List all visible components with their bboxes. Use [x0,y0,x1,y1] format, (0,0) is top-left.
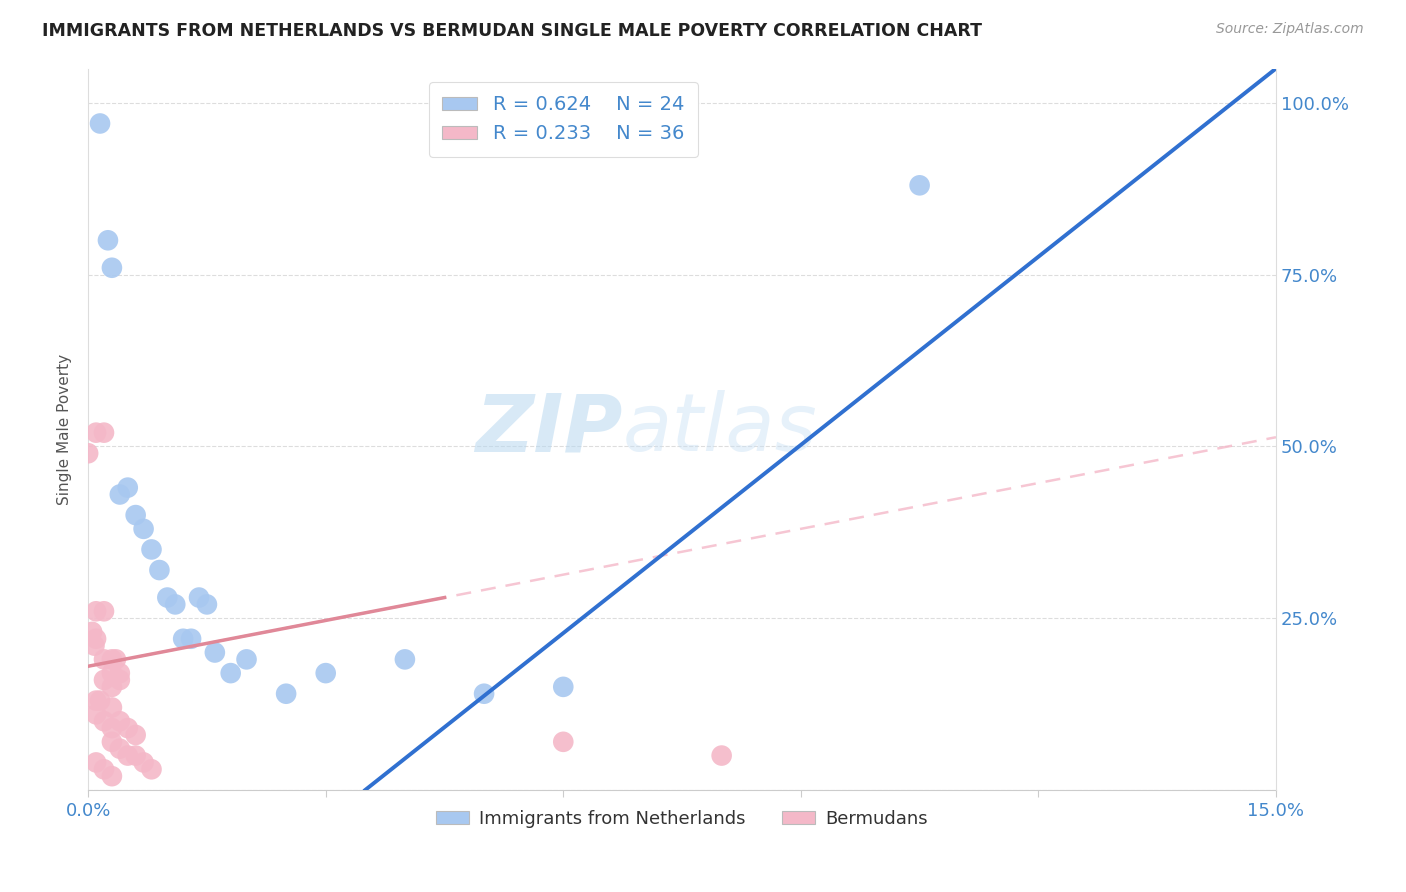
Text: ZIP: ZIP [475,390,623,468]
Point [180,632,202,646]
Point [117,748,139,763]
Point [165,598,187,612]
Point [141,542,163,557]
Point [101,735,124,749]
Point [124,508,146,522]
Point [77,446,100,460]
Point [117,481,139,495]
Point [93,604,115,618]
Point [710,748,733,763]
Point [89,116,111,130]
Y-axis label: Single Male Poverty: Single Male Poverty [58,353,72,505]
Point [93,652,115,666]
Point [101,260,124,275]
Point [93,714,115,729]
Point [84,756,107,770]
Point [172,632,194,646]
Point [274,687,297,701]
Point [108,673,131,687]
Point [124,748,146,763]
Point [908,178,931,193]
Point [156,591,179,605]
Point [104,652,127,666]
Point [141,762,163,776]
Point [108,714,131,729]
Point [93,673,115,687]
Point [101,721,124,735]
Point [117,721,139,735]
Point [148,563,170,577]
Text: atlas: atlas [623,390,817,468]
Text: Source: ZipAtlas.com: Source: ZipAtlas.com [1216,22,1364,37]
Point [394,652,416,666]
Point [89,693,111,707]
Point [108,741,131,756]
Point [315,666,337,681]
Point [84,425,107,440]
Point [84,707,107,722]
Point [101,652,124,666]
Point [132,756,155,770]
Point [97,233,120,247]
Point [101,680,124,694]
Point [195,598,218,612]
Point [553,680,575,694]
Point [188,591,211,605]
Legend: Immigrants from Netherlands, Bermudans: Immigrants from Netherlands, Bermudans [429,803,935,835]
Text: IMMIGRANTS FROM NETHERLANDS VS BERMUDAN SINGLE MALE POVERTY CORRELATION CHART: IMMIGRANTS FROM NETHERLANDS VS BERMUDAN … [42,22,983,40]
Point [101,769,124,783]
Point [84,693,107,707]
Point [82,624,104,639]
Point [204,646,226,660]
Point [93,762,115,776]
Point [101,666,124,681]
Point [84,604,107,618]
Point [472,687,495,701]
Point [235,652,257,666]
Point [83,639,105,653]
Point [108,666,131,681]
Point [124,728,146,742]
Point [108,487,131,501]
Point [553,735,575,749]
Point [132,522,155,536]
Point [84,632,107,646]
Point [101,700,124,714]
Point [93,425,115,440]
Point [219,666,242,681]
